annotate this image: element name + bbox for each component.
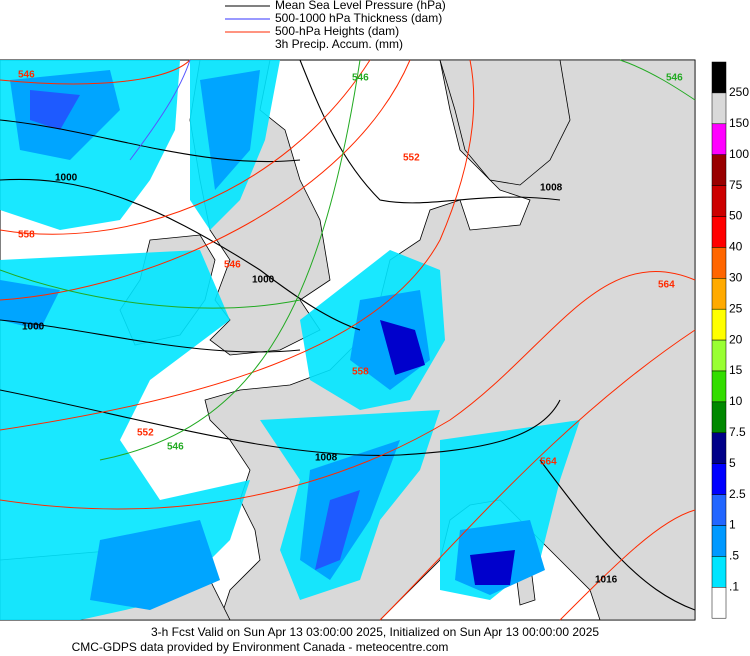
contour-label: 552 xyxy=(137,428,154,439)
colorbar: 250 150 100 75 50 40 30 25 20 15 10 7.5 5 2.5 1 .5 .1 xyxy=(711,61,749,619)
contour-label: 546 xyxy=(666,73,683,84)
legend: Mean Sea Level Pressure (hPa) 500-1000 h… xyxy=(225,0,446,51)
colorbar-swatch xyxy=(711,123,727,155)
colorbar-label: 250 xyxy=(729,85,749,99)
legend-label: 500-hPa Heights (dam) xyxy=(275,24,399,38)
colorbar-label: .5 xyxy=(729,549,739,563)
footer-line: 3-h Fcst Valid on Sun Apr 13 03:00:00 20… xyxy=(151,625,599,639)
contour-label: 552 xyxy=(403,153,420,164)
colorbar-label: 75 xyxy=(729,178,743,192)
colorbar-swatch xyxy=(711,587,727,619)
colorbar-label: 2.5 xyxy=(729,487,746,501)
contour-label: 564 xyxy=(658,280,675,291)
colorbar-swatch xyxy=(711,216,727,248)
colorbar-label: 150 xyxy=(729,116,749,130)
contour-label: 1008 xyxy=(540,183,563,194)
contour-label: 546 xyxy=(352,73,369,84)
contour-label: 546 xyxy=(18,70,35,81)
colorbar-swatch xyxy=(711,278,727,310)
colorbar-label: 100 xyxy=(729,147,749,161)
legend-label: Mean Sea Level Pressure (hPa) xyxy=(275,0,446,12)
colorbar-swatch xyxy=(711,185,727,217)
colorbar-swatch xyxy=(711,308,727,341)
footer-line: CMC-GDPS data provided by Environment Ca… xyxy=(72,640,449,654)
colorbar-label: .1 xyxy=(729,579,739,593)
colorbar-swatch xyxy=(711,154,727,186)
contour-label: 564 xyxy=(540,457,557,468)
colorbar-swatch xyxy=(711,525,727,557)
colorbar-label: 25 xyxy=(729,301,743,315)
contours xyxy=(0,59,696,621)
colorbar-label: 30 xyxy=(729,270,743,284)
colorbar-swatch xyxy=(711,61,727,94)
colorbar-label: 15 xyxy=(729,363,743,377)
colorbar-swatch xyxy=(711,401,727,434)
legend-label: 3h Precip. Accum. (mm) xyxy=(275,37,403,51)
colorbar-swatch xyxy=(711,92,727,125)
contour-label: 1008 xyxy=(315,453,338,464)
colorbar-label: 50 xyxy=(729,209,743,223)
colorbar-label: 7.5 xyxy=(729,425,746,439)
contour-label: 1000 xyxy=(252,275,275,286)
contour-label: 558 xyxy=(18,230,35,241)
colorbar-swatch xyxy=(711,247,727,279)
colorbar-label: 40 xyxy=(729,240,743,254)
colorbar-label: 20 xyxy=(729,332,743,346)
legend-label: 500-1000 hPa Thickness (dam) xyxy=(275,11,442,25)
colorbar-label: 10 xyxy=(729,394,743,408)
colorbar-swatch xyxy=(711,556,727,588)
map: 546 546 546 1000 558 552 1008 546 1000 1… xyxy=(0,59,696,621)
colorbar-label: 5 xyxy=(729,456,736,470)
contour-label: 1000 xyxy=(22,322,45,333)
colorbar-swatch xyxy=(711,339,727,372)
contour-label: 1016 xyxy=(595,575,618,586)
contour-label: 558 xyxy=(352,367,369,378)
contour-labels: 546 546 546 1000 558 552 1008 546 1000 1… xyxy=(18,70,683,586)
land xyxy=(439,59,571,186)
colorbar-swatch xyxy=(711,494,727,526)
colorbar-swatch xyxy=(711,463,727,495)
contour-label: 546 xyxy=(224,260,241,271)
colorbar-swatch xyxy=(711,370,727,403)
precipitation xyxy=(0,60,580,620)
contour-label: 1000 xyxy=(55,173,78,184)
colorbar-label: 1 xyxy=(729,518,736,532)
contour-label: 546 xyxy=(167,442,184,453)
colorbar-swatch xyxy=(711,432,727,464)
